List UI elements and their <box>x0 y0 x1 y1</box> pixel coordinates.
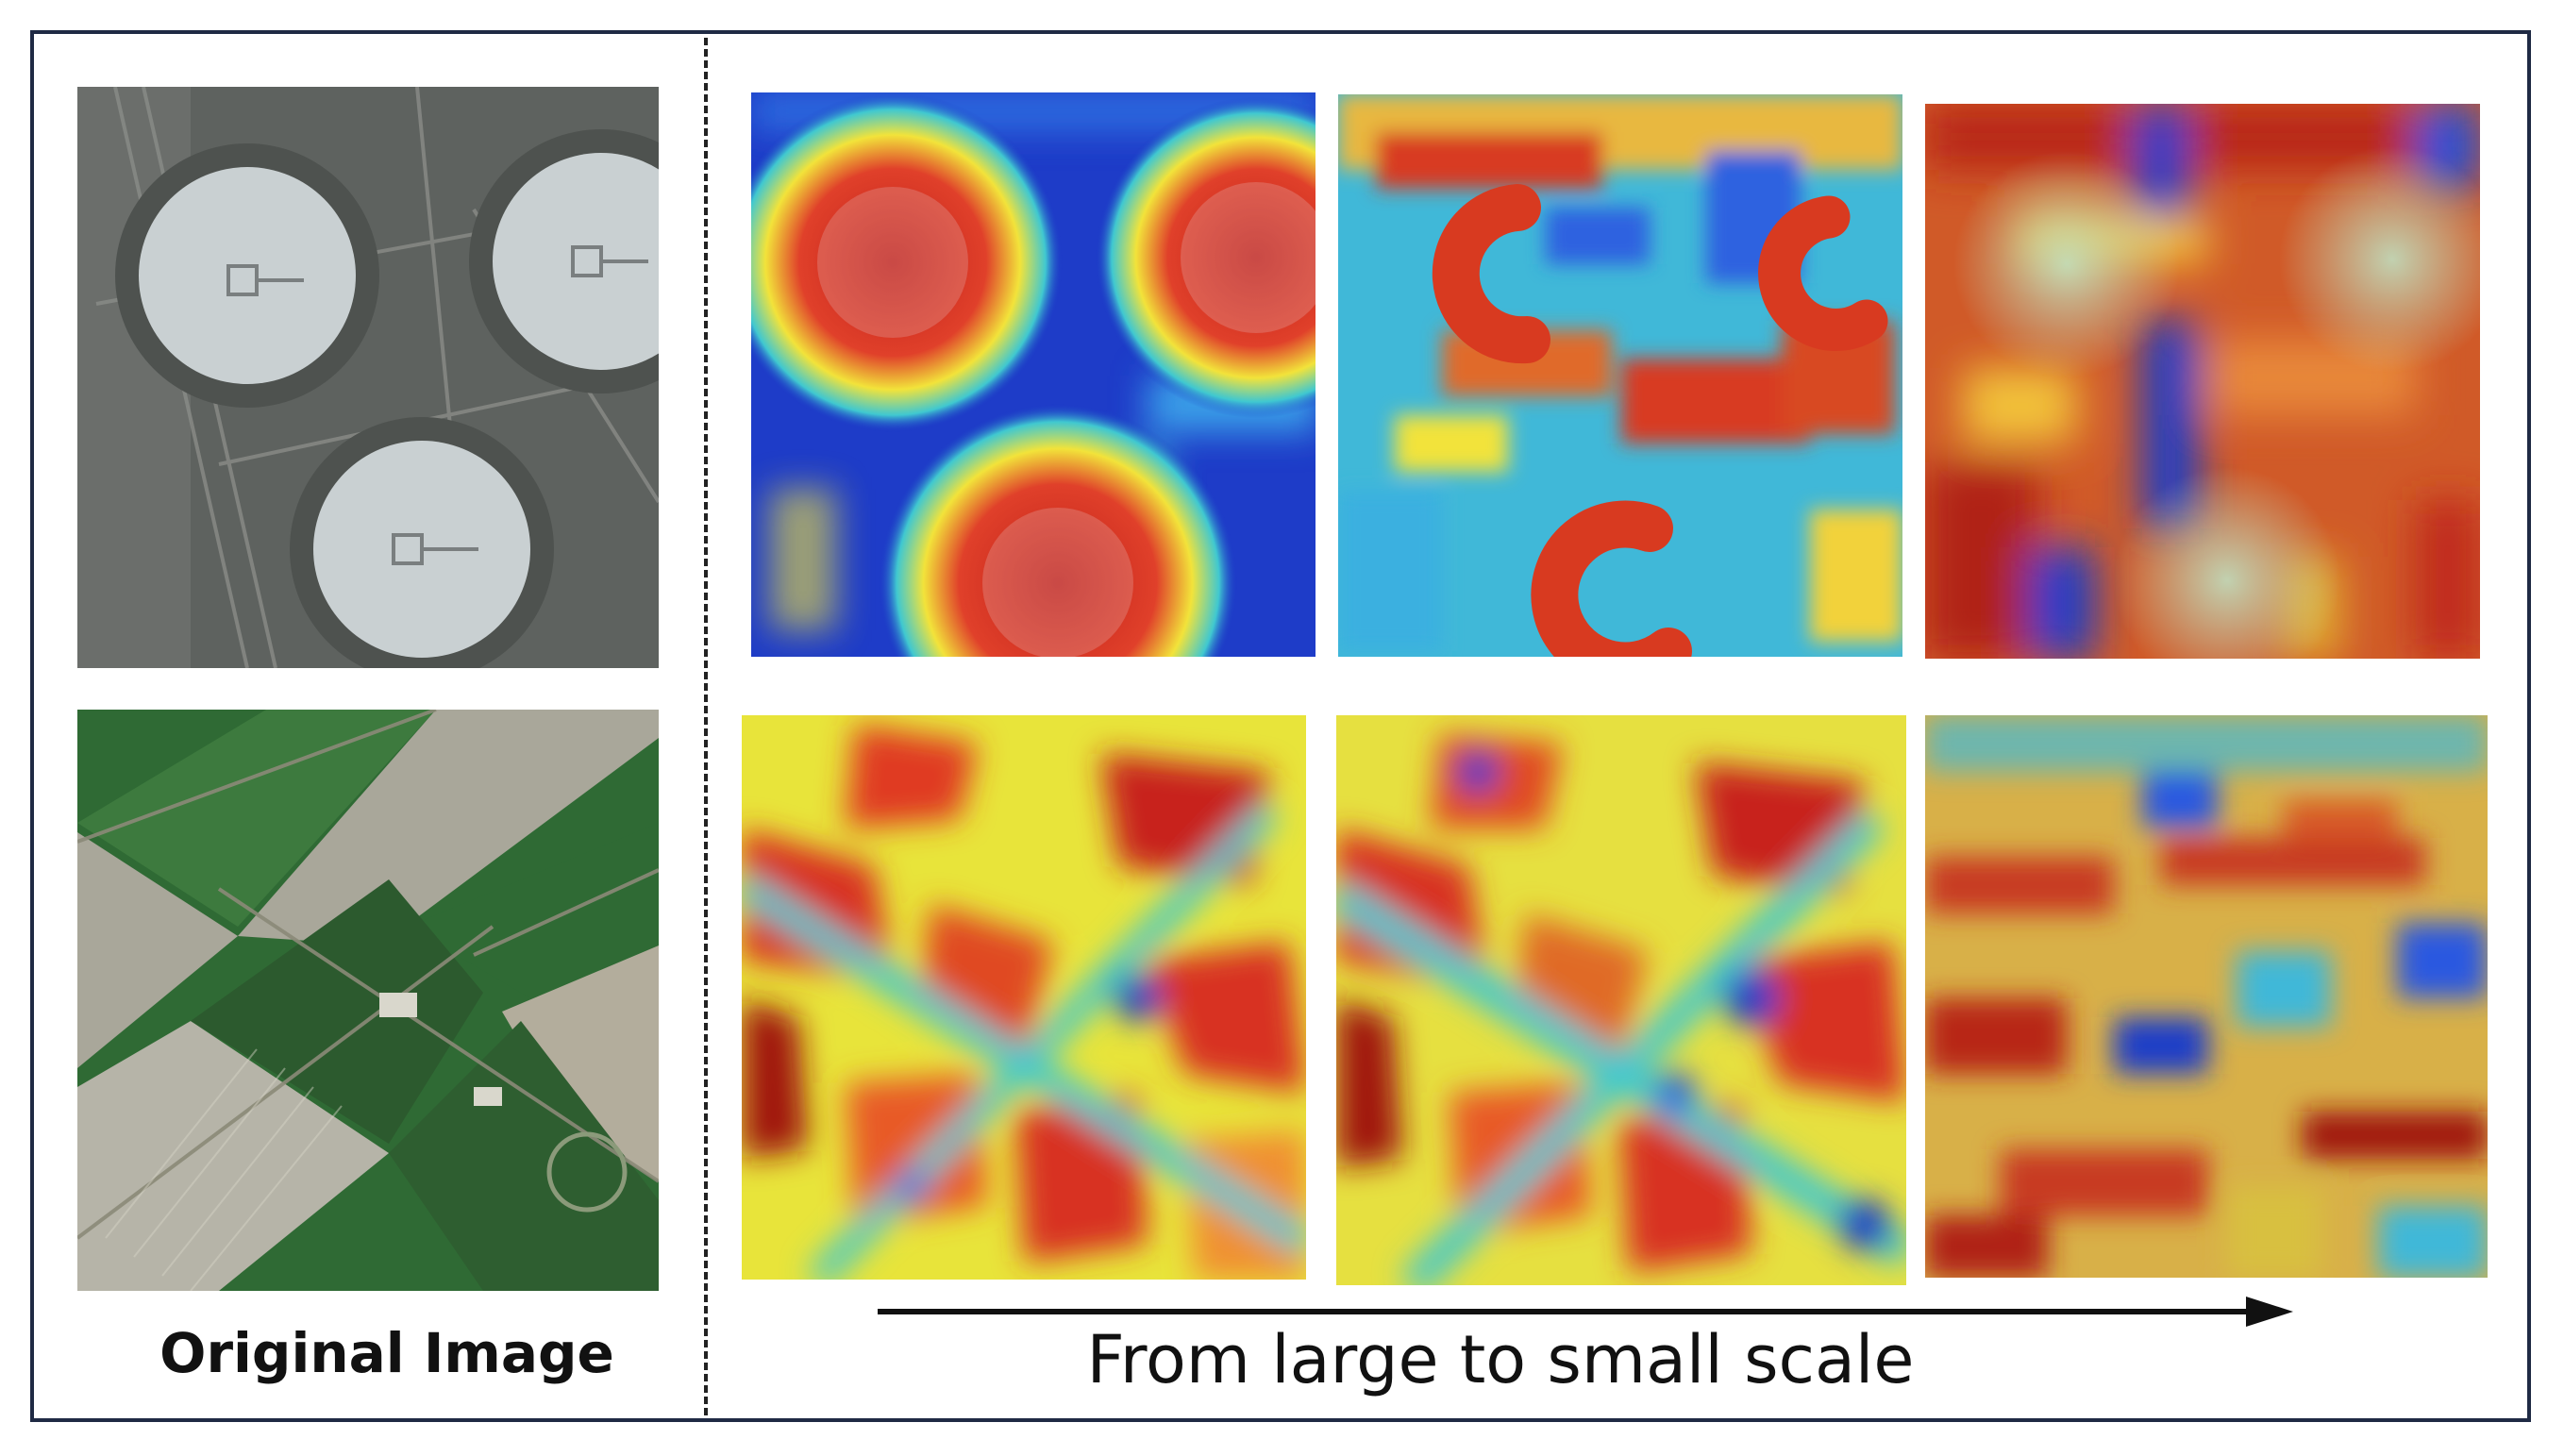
dashed-divider <box>704 38 708 1415</box>
original-image-farmland <box>77 710 659 1291</box>
heatmap-medium-scale-oil-tanks <box>1338 94 1902 657</box>
heatmap-small-scale-farmland <box>1925 715 2488 1278</box>
original-image-caption: Original Image <box>159 1321 614 1385</box>
heatmap-large-scale-oil-tanks <box>751 92 1316 657</box>
heatmap-large-scale-farmland <box>742 715 1306 1280</box>
original-image-oil-tanks <box>77 87 659 668</box>
heatmap-small-scale-oil-tanks <box>1925 104 2480 659</box>
figure-frame <box>30 30 2531 1422</box>
heatmap-medium-scale-farmland <box>1336 715 1906 1285</box>
scale-arrow <box>878 1293 2293 1330</box>
scale-caption: From large to small scale <box>1086 1321 1915 1398</box>
